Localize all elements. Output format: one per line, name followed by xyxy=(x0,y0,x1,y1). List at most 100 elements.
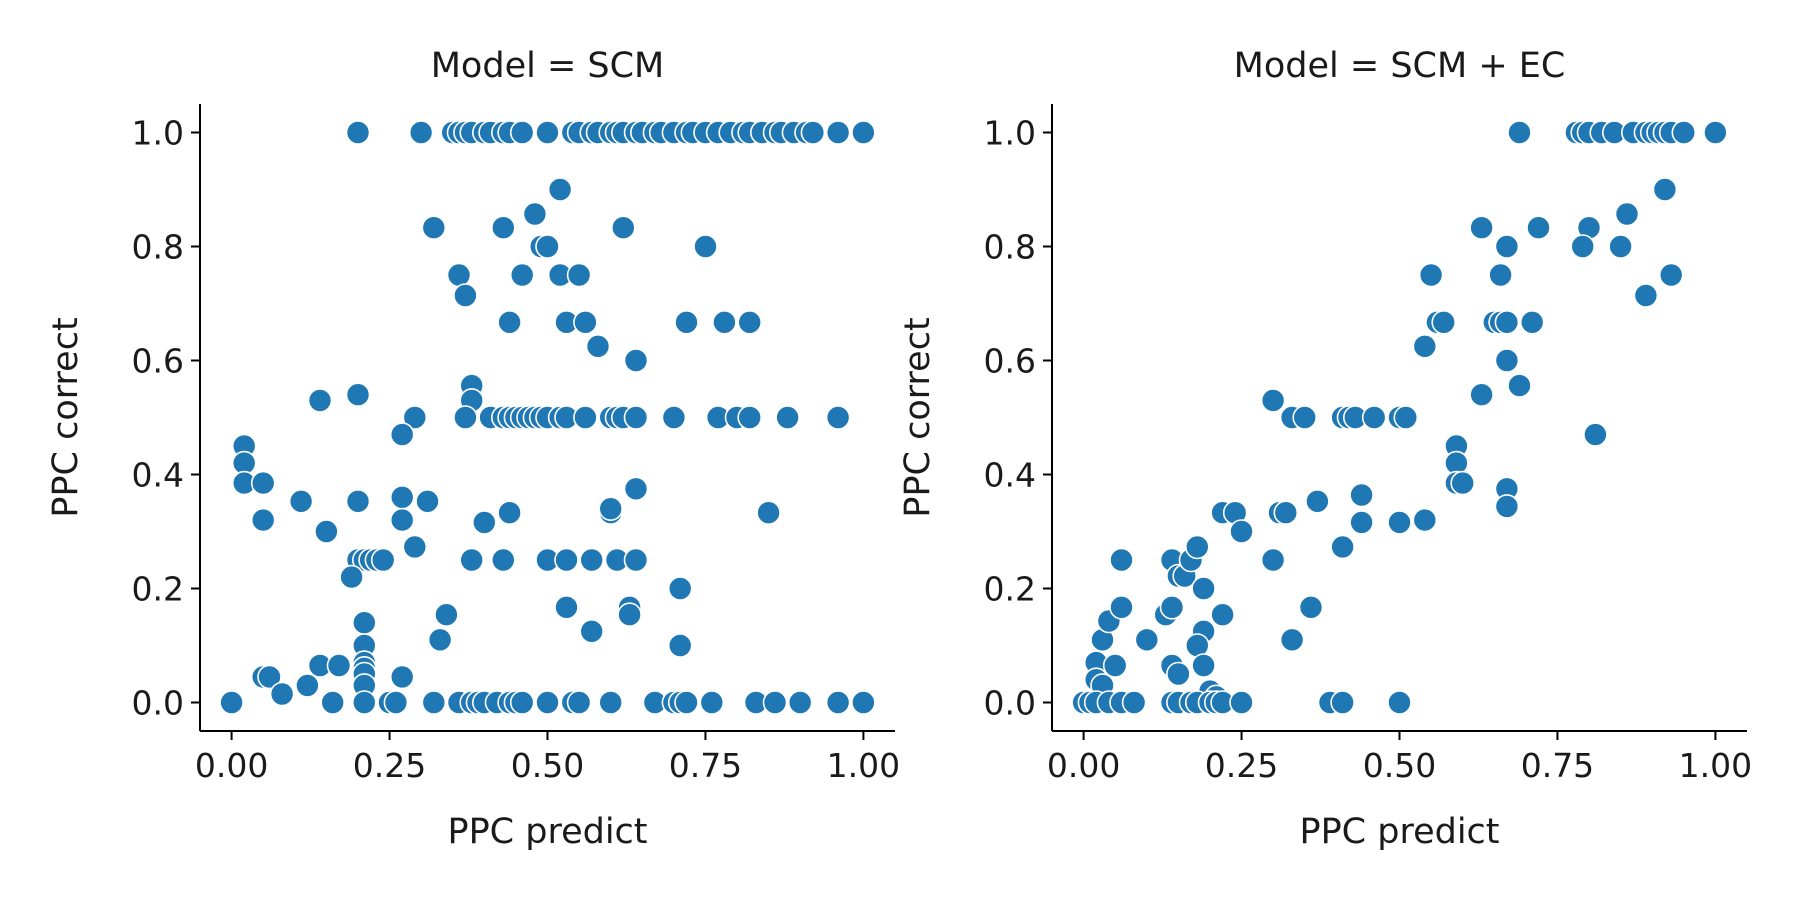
scatter-point xyxy=(415,488,440,514)
scatter-point xyxy=(1431,309,1456,335)
scatter-point xyxy=(1159,594,1185,620)
scatter-points xyxy=(219,120,876,715)
scatter-point xyxy=(1260,547,1286,573)
scatter-point xyxy=(326,653,352,678)
scatter-point xyxy=(825,690,851,715)
scatter-point xyxy=(389,484,415,510)
y-tick-label: 0.0 xyxy=(984,684,1036,723)
scatter-point xyxy=(573,309,598,335)
scatter-point xyxy=(421,690,447,715)
scatter-point xyxy=(851,690,876,715)
scatter-point xyxy=(1393,405,1419,430)
y-axis-label: PPC correct xyxy=(46,317,86,517)
scatter-point xyxy=(1273,500,1299,526)
y-ticks: 0.0 0.2 0.4 0.6 0.8 1.0 xyxy=(132,114,200,723)
scatter-point xyxy=(1469,382,1494,408)
x-tick-label: 0.50 xyxy=(1363,746,1436,785)
x-tick-label: 0.00 xyxy=(195,746,268,785)
y-axis-label: PPC correct xyxy=(898,317,938,517)
scatter-point xyxy=(509,690,535,715)
scatter-point xyxy=(1330,534,1355,560)
scatter-point xyxy=(434,602,459,628)
x-tick-label: 0.75 xyxy=(1521,746,1594,785)
scatter-point xyxy=(522,201,548,227)
scatter-point xyxy=(459,547,485,573)
scatter-point xyxy=(1185,534,1210,560)
scatter-point xyxy=(825,405,851,430)
scatter-point xyxy=(1361,405,1387,430)
scatter-point xyxy=(617,602,642,628)
scatter-point xyxy=(1652,177,1678,202)
scatter-point xyxy=(1570,234,1595,259)
scatter-point xyxy=(554,594,579,620)
scatter-point xyxy=(674,690,699,715)
scatter-point xyxy=(389,664,415,690)
scatter-point xyxy=(699,690,725,715)
scatter-point xyxy=(1614,201,1640,227)
x-axis-label: PPC predict xyxy=(1299,812,1499,852)
scatter-point xyxy=(1121,690,1147,715)
scatter-point xyxy=(389,422,415,447)
scatter-point xyxy=(1488,262,1513,288)
scatter-point xyxy=(295,673,320,698)
x-tick-label: 0.75 xyxy=(669,746,742,785)
scatter-point xyxy=(1608,234,1633,259)
x-tick-label: 1.00 xyxy=(1679,746,1752,785)
scatter-point xyxy=(1349,510,1374,535)
scatter-point xyxy=(598,690,624,715)
y-tick-label: 1.0 xyxy=(984,114,1036,153)
scatter-point xyxy=(339,564,364,590)
scatter-point xyxy=(1298,594,1324,620)
scatter-point xyxy=(762,690,788,715)
x-tick-label: 1.00 xyxy=(827,746,900,785)
scatter-point xyxy=(1494,494,1520,519)
scatter-point xyxy=(737,405,763,430)
scatter-point xyxy=(598,496,624,522)
scatter-point xyxy=(825,120,851,145)
scatter-point xyxy=(573,405,598,430)
scatter-point xyxy=(623,547,649,573)
y-tick-label: 0.4 xyxy=(984,456,1036,495)
scatter-point xyxy=(345,488,371,514)
scatter-point xyxy=(1658,262,1684,288)
scatter-point xyxy=(1418,262,1444,288)
y-tick-label: 0.8 xyxy=(984,228,1036,267)
scatter-point xyxy=(345,382,371,408)
scatter-point xyxy=(1387,690,1412,715)
scatter-point xyxy=(579,547,605,573)
scatter-point xyxy=(250,470,276,496)
x-axis-label: PPC predict xyxy=(447,812,647,852)
scatter-point xyxy=(623,476,649,502)
scatter-point xyxy=(1412,507,1438,533)
scatter-point xyxy=(1102,653,1128,678)
scatter-point xyxy=(471,510,497,535)
scatter-point xyxy=(370,547,396,573)
x-ticks: 0.00 0.25 0.50 0.75 1.00 xyxy=(1047,731,1752,785)
scatter-point xyxy=(509,262,535,288)
scatter-point xyxy=(693,234,718,259)
scatter-point xyxy=(497,500,522,526)
scatter-point xyxy=(554,547,579,573)
scatter-point xyxy=(490,215,516,240)
x-tick-label: 0.25 xyxy=(1205,746,1278,785)
scatter-point xyxy=(314,519,339,544)
scatter-point xyxy=(453,405,478,430)
scatter-point xyxy=(1229,519,1254,544)
scatter-point xyxy=(1450,470,1475,496)
panel-title: Model = SCM xyxy=(431,46,665,86)
panel-title: Model = SCM + EC xyxy=(1234,46,1566,86)
scatter-point xyxy=(1507,373,1532,398)
scatter-point xyxy=(421,215,447,240)
scatter-point xyxy=(712,309,737,335)
x-tick-label: 0.00 xyxy=(1047,746,1120,785)
y-tick-label: 0.0 xyxy=(132,684,184,723)
scatter-point xyxy=(1229,690,1254,715)
scatter-point xyxy=(1191,653,1216,678)
scatter-point xyxy=(1387,510,1412,535)
scatter-point xyxy=(351,610,377,636)
scatter-point xyxy=(1633,283,1659,308)
x-tick-label: 0.50 xyxy=(511,746,584,785)
scatter-point xyxy=(1210,602,1235,628)
y-tick-label: 0.6 xyxy=(132,342,184,381)
